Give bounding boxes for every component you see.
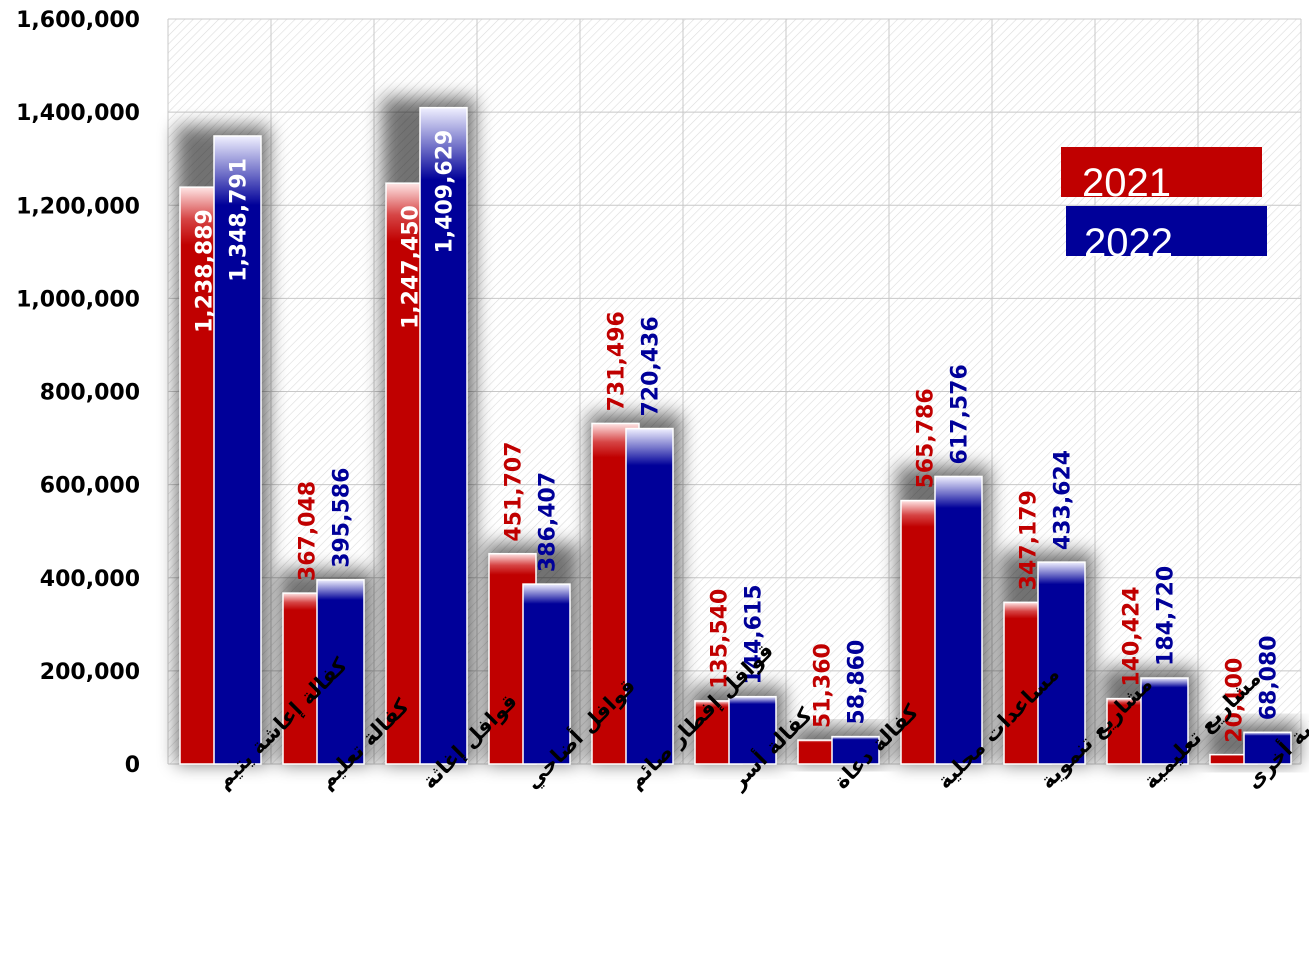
legend-swatch-2022 — [1066, 206, 1267, 256]
y-tick-label: 1,400,000 — [16, 101, 140, 126]
value-label-2022: 1,348,791 — [227, 158, 252, 282]
value-label-2021: 20,100 — [1223, 658, 1248, 743]
legend-swatch-2021 — [1061, 147, 1262, 197]
bar-2022 — [934, 475, 983, 765]
bars — [179, 106, 1292, 765]
bar-2022 — [831, 735, 880, 765]
value-label-2021: 1,238,889 — [193, 209, 218, 333]
bar-2022 — [522, 583, 571, 765]
y-tick-label: 0 — [125, 753, 140, 778]
value-label-2022: 395,586 — [330, 468, 355, 568]
bar-2022 — [625, 427, 674, 765]
y-tick-label: 1,000,000 — [16, 287, 140, 312]
value-label-2021: 367,048 — [296, 481, 321, 581]
value-label-2021: 565,786 — [914, 388, 939, 488]
y-tick-label: 800,000 — [40, 381, 140, 406]
value-label-2021: 451,707 — [502, 441, 527, 541]
value-label-2022: 720,436 — [639, 316, 664, 416]
value-label-2022: 386,407 — [536, 472, 561, 572]
bar-2022 — [316, 579, 365, 765]
y-tick-label: 200,000 — [40, 660, 140, 685]
bar-2022 — [213, 135, 262, 765]
value-label-2022: 1,409,629 — [433, 130, 458, 254]
legend-label-2022: 2022 — [1084, 221, 1173, 265]
y-tick-label: 1,600,000 — [16, 8, 140, 33]
bar-2022 — [1140, 677, 1189, 765]
legend: 2021 2022 — [1061, 147, 1267, 265]
value-label-2022: 433,624 — [1051, 450, 1076, 550]
legend-label-2021: 2021 — [1082, 161, 1171, 205]
value-label-2021: 1,247,450 — [399, 205, 424, 329]
bar-2022 — [1037, 561, 1086, 765]
y-tick-label: 400,000 — [40, 567, 140, 592]
value-label-2022: 58,860 — [845, 640, 870, 725]
value-label-2021: 731,496 — [605, 311, 630, 411]
y-axis-ticks: 0 200,000 400,000 600,000 800,000 1,000,000 1,… — [16, 8, 140, 778]
value-labels: 1,238,889 1,348,791 367,048 395,586 1,247,45… — [193, 130, 1282, 743]
value-label-2022: 184,720 — [1154, 566, 1179, 666]
value-label-2021: 347,179 — [1017, 490, 1042, 590]
bar-2022 — [1243, 731, 1292, 765]
y-tick-label: 1,200,000 — [16, 194, 140, 219]
value-label-2022: 617,576 — [948, 364, 973, 464]
value-label-2021: 51,360 — [811, 643, 836, 728]
value-label-2021: 140,424 — [1120, 586, 1145, 686]
value-label-2022: 144,615 — [742, 584, 767, 684]
y-tick-label: 600,000 — [40, 474, 140, 499]
value-label-2021: 135,540 — [708, 589, 733, 689]
value-label-2022: 68,080 — [1257, 635, 1282, 720]
bar-2022 — [419, 106, 468, 765]
gridlines — [167, 18, 1302, 765]
bar-2022 — [728, 695, 777, 765]
